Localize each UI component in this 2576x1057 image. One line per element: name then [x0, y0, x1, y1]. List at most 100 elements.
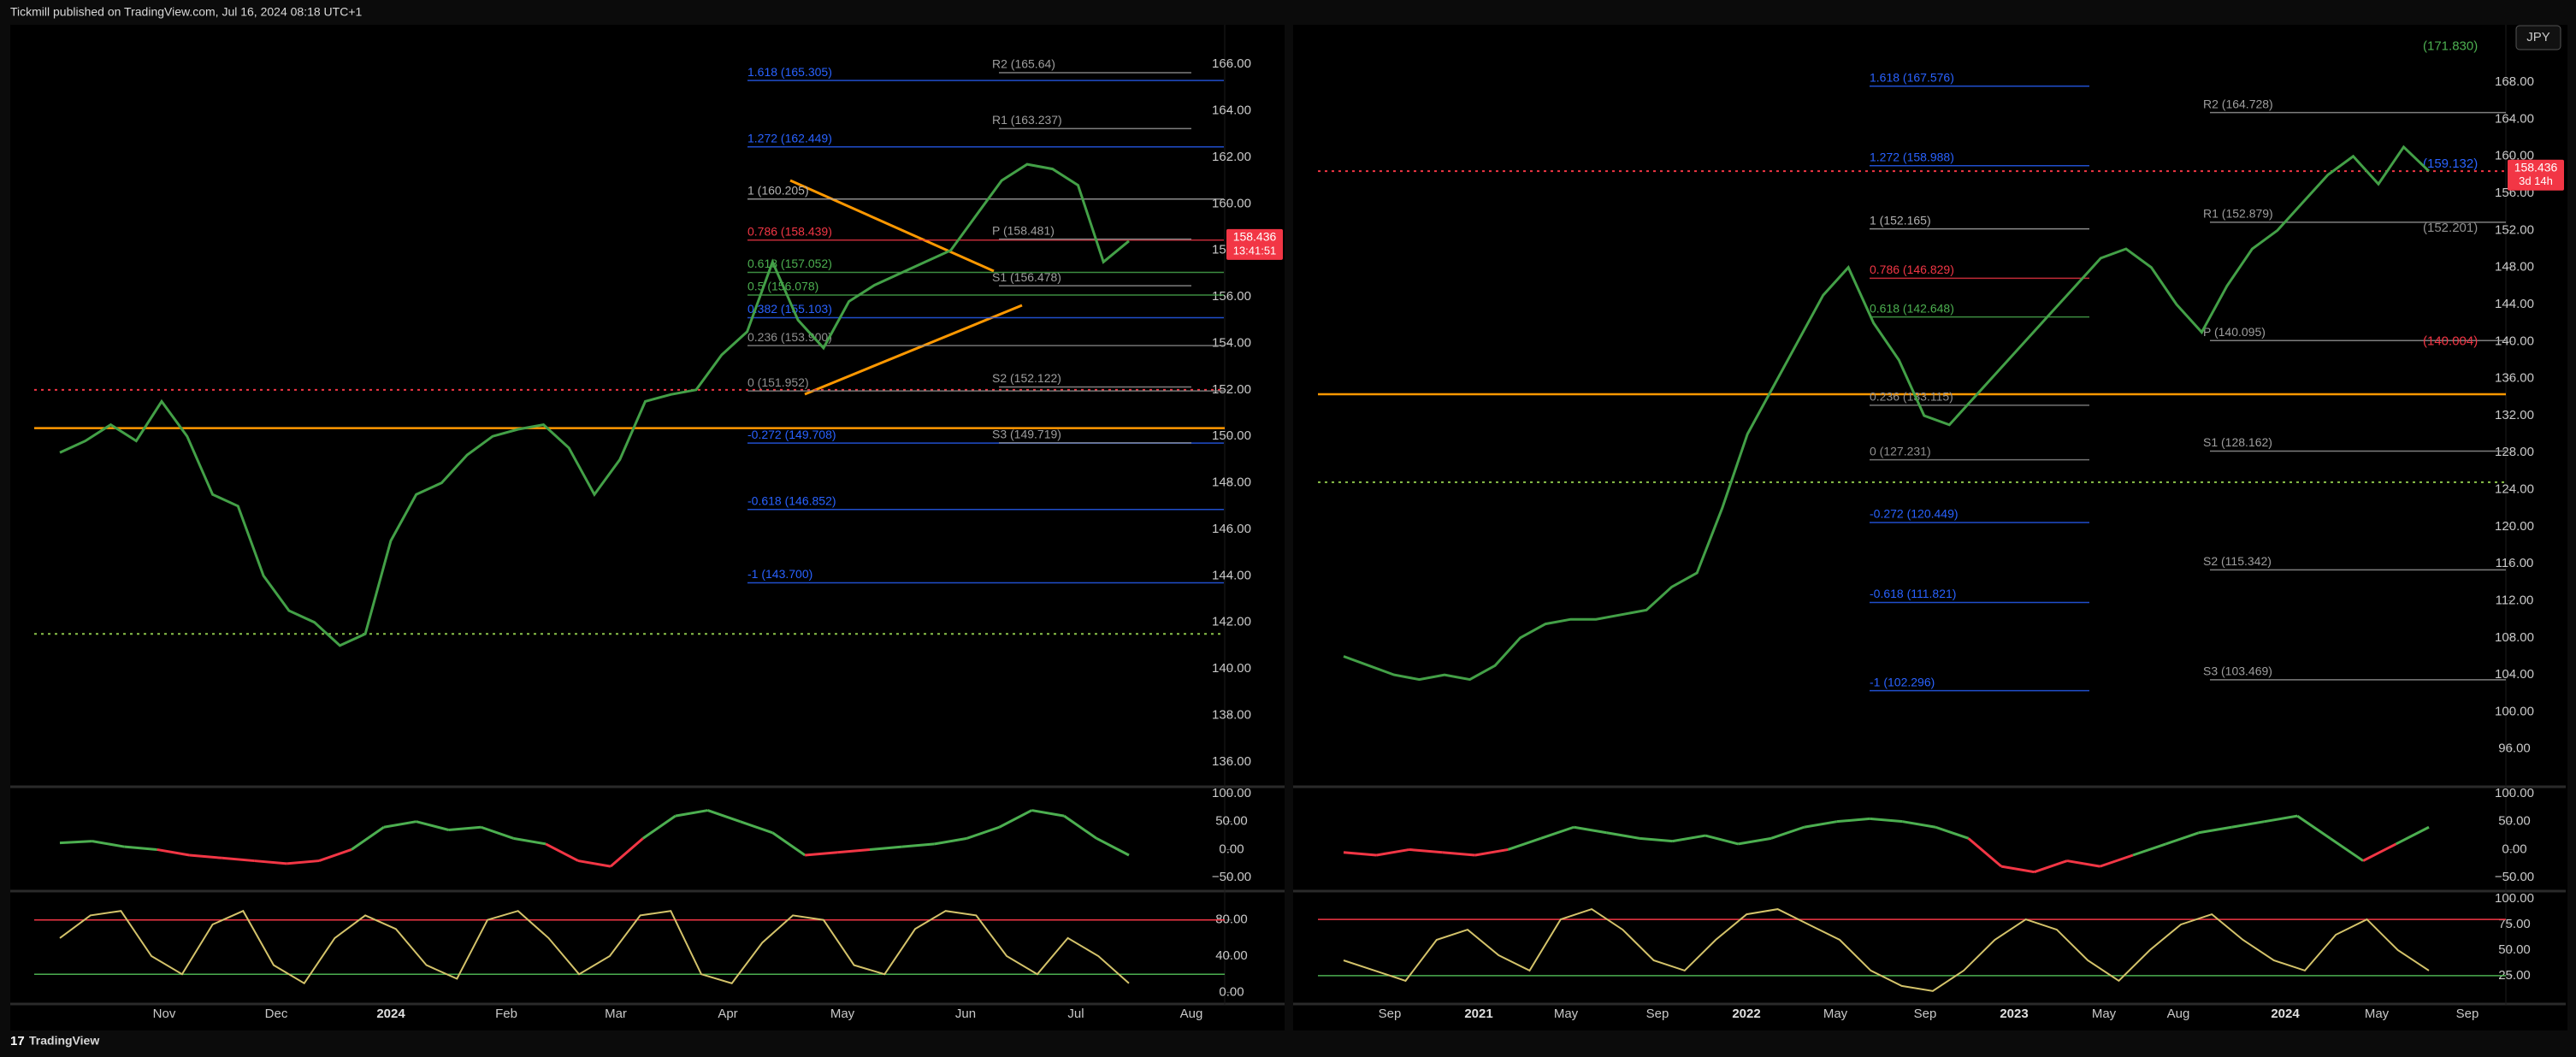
oscillator-segment — [771, 831, 806, 857]
fib-label: 0.786 (158.439) — [747, 224, 832, 238]
x-tick-label: Dec — [265, 1007, 288, 1021]
oscillator-segment — [934, 836, 967, 846]
y-tick-label: −50.00 — [1212, 870, 1251, 884]
y-tick-label: 40.00 — [1215, 948, 1248, 963]
currency-box[interactable] — [2515, 25, 2561, 50]
y-tick-label: 166.00 — [1212, 56, 1251, 71]
oscillator-segment — [1031, 809, 1065, 818]
oscillator-segment — [998, 809, 1033, 829]
oscillator-segment — [1935, 825, 1970, 840]
oscillator-line — [59, 909, 1130, 985]
currency[interactable]: JPY — [2526, 30, 2550, 44]
oscillator-segment — [1540, 825, 1575, 840]
brand-logo: 17 — [10, 1034, 25, 1048]
y-tick-label: 150.00 — [1212, 428, 1251, 443]
x-tick-label: Jun — [955, 1007, 976, 1021]
x-tick-label: 2024 — [376, 1007, 405, 1021]
oscillator-segment — [318, 848, 352, 862]
y-tick-label: 50.00 — [2498, 942, 2531, 957]
y-tick-label: 128.00 — [2495, 445, 2534, 459]
y-tick-label: 50.00 — [2498, 814, 2531, 829]
y-tick-label: 160.00 — [2495, 149, 2534, 163]
y-tick-label: 116.00 — [2496, 556, 2534, 570]
oscillator-segment — [609, 837, 644, 868]
y-tick-label: 112.00 — [2496, 593, 2534, 607]
oscillator-segment — [2000, 865, 2035, 874]
y-tick-label: 100.00 — [2495, 704, 2534, 718]
level-tag: (171.830) — [2423, 39, 2478, 54]
x-tick-label: 2024 — [2271, 1007, 2300, 1021]
y-tick-label: 140.00 — [2495, 334, 2534, 348]
pivot-label: S3 (103.469) — [2203, 664, 2272, 678]
y-tick-label: 0.00 — [2502, 841, 2526, 856]
oscillator-segment — [805, 851, 838, 857]
y-tick-label: 144.00 — [1212, 568, 1251, 582]
x-tick-label: Sep — [2456, 1007, 2479, 1021]
oscillator-segment — [1573, 825, 1607, 835]
y-tick-label: 120.00 — [2495, 519, 2534, 534]
oscillator-segment — [966, 825, 1000, 840]
current-price: 158.436 — [2514, 160, 2558, 174]
y-tick-label: 154.00 — [1212, 335, 1251, 350]
fib-label: -1 (143.700) — [747, 567, 812, 581]
y-tick-label: 148.00 — [1212, 475, 1251, 490]
y-tick-label: 162.00 — [1212, 150, 1251, 164]
fib-label: -0.272 (149.708) — [747, 428, 836, 441]
y-tick-label: 164.00 — [1212, 103, 1251, 118]
y-tick-label: −50.00 — [2495, 870, 2534, 884]
oscillator-segment — [675, 809, 708, 818]
oscillator-segment — [2099, 853, 2134, 868]
x-tick-label: Sep — [1379, 1007, 1402, 1021]
x-tick-label: Jul — [1067, 1007, 1084, 1021]
oscillator-segment — [513, 836, 547, 846]
pivot-label: P (158.481) — [992, 223, 1055, 237]
level-tag: (152.201) — [2423, 221, 2478, 235]
left-pane — [10, 25, 1285, 1030]
y-tick-label: 0.00 — [1219, 841, 1244, 856]
pivot-label: S1 (156.478) — [992, 270, 1061, 284]
countdown: 13:41:51 — [1233, 244, 1277, 257]
oscillator-segment — [351, 826, 385, 851]
fib-label: 0.236 (133.115) — [1870, 390, 1953, 404]
x-tick-label: Aug — [2167, 1007, 2190, 1021]
x-tick-label: 2022 — [1732, 1007, 1760, 1021]
oscillator-segment — [222, 856, 255, 863]
countdown: 3d 14h — [2519, 174, 2553, 187]
level-tag: (140.004) — [2423, 334, 2478, 348]
x-tick-label: May — [2092, 1007, 2117, 1021]
pivot-label: S2 (115.342) — [2203, 554, 2272, 568]
oscillator-segment — [2362, 842, 2397, 862]
oscillator-segment — [836, 847, 871, 854]
oscillator-segment — [1343, 851, 1377, 857]
y-tick-label: 100.00 — [2495, 891, 2534, 906]
pivot-label: P (140.095) — [2203, 325, 2266, 339]
oscillator-segment — [545, 842, 579, 862]
oscillator-segment — [1606, 831, 1640, 840]
fib-label: 1 (160.205) — [747, 183, 809, 197]
y-tick-label: 140.00 — [1212, 661, 1251, 676]
oscillator-segment — [1836, 817, 1870, 824]
oscillator-segment — [739, 820, 773, 835]
oscillator-segment — [1639, 836, 1673, 843]
oscillator-segment — [448, 825, 482, 832]
x-tick-label: 2021 — [1464, 1007, 1492, 1021]
y-tick-label: 136.00 — [2495, 371, 2534, 386]
y-tick-label: 144.00 — [2495, 297, 2534, 311]
oscillator-segment — [869, 845, 902, 851]
y-tick-label: 152.00 — [1212, 382, 1251, 397]
oscillator-segment — [1770, 825, 1805, 840]
y-tick-label: 96.00 — [2498, 741, 2531, 756]
oscillator-segment — [1804, 820, 1838, 829]
oscillator-segment — [1474, 847, 1509, 857]
fib-label: -0.272 (120.449) — [1870, 507, 1959, 521]
y-tick-label: 160.00 — [1212, 196, 1251, 210]
oscillator-segment — [92, 840, 126, 848]
pivot-label: R1 (152.879) — [2203, 207, 2273, 221]
y-tick-label: 156.00 — [1212, 289, 1251, 304]
oscillator-segment — [1738, 836, 1772, 846]
oscillator-segment — [1507, 836, 1542, 851]
oscillator-segment — [124, 845, 157, 851]
y-tick-label: 25.00 — [2498, 968, 2531, 983]
current-price-box — [2508, 159, 2564, 191]
